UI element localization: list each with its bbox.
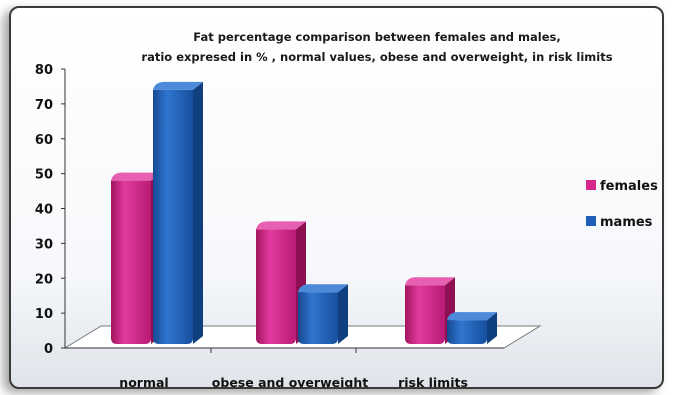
y-tick-label-60: 60 bbox=[35, 133, 53, 148]
y-tick-label-0: 0 bbox=[44, 342, 53, 357]
category-label-risk-limits: risk limits bbox=[398, 375, 468, 387]
legend-swatch-mames bbox=[586, 216, 596, 226]
category-label-obese-and-overweight: obese and overweight bbox=[212, 375, 368, 387]
y-tick-label-10: 10 bbox=[35, 307, 53, 322]
chart-title-line-1: Fat percentage comparison between female… bbox=[193, 30, 560, 44]
bar-mames-normal bbox=[153, 81, 203, 345]
bar-females-risk-limits bbox=[405, 277, 455, 344]
y-tick-label-70: 70 bbox=[35, 98, 53, 113]
category-label-normal: normal bbox=[119, 375, 168, 387]
legend-label-females: females bbox=[600, 179, 658, 194]
legend: females mames bbox=[586, 179, 658, 230]
bar-chart: Fat percentage comparison between female… bbox=[35, 30, 658, 387]
chart-title-line-2: ratio expresed in % , normal values, obe… bbox=[141, 50, 612, 64]
y-tick-label-30: 30 bbox=[35, 237, 53, 252]
y-tick-label-50: 50 bbox=[35, 168, 53, 183]
y-tick-label-40: 40 bbox=[35, 203, 53, 218]
y-tick-label-80: 80 bbox=[35, 63, 53, 78]
legend-swatch-females bbox=[586, 180, 596, 190]
y-tick-label-20: 20 bbox=[35, 272, 53, 287]
bar-mames-obese-and-overweight bbox=[298, 284, 348, 344]
legend-label-mames: mames bbox=[600, 215, 653, 230]
chart-frame: Fat percentage comparison between female… bbox=[9, 6, 664, 389]
bar-mames-risk-limits bbox=[447, 312, 497, 344]
